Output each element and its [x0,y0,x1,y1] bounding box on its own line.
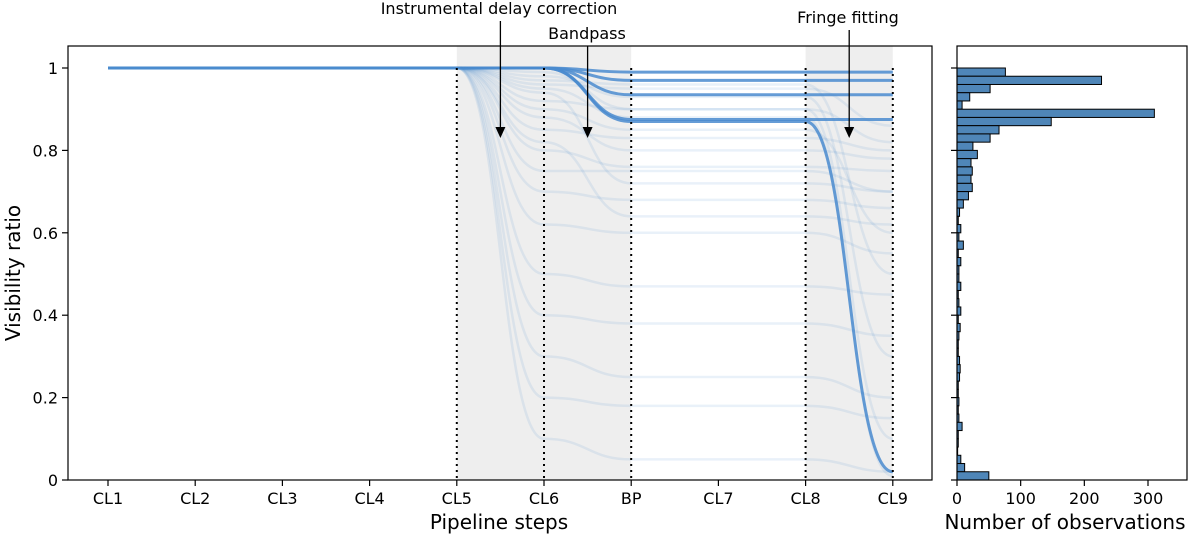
histogram-bar [956,108,1155,118]
histogram-bar [956,75,1103,85]
histogram-bar [956,149,978,160]
x-tick-label: CL3 [267,489,297,508]
hist-x-tick-label: 0 [952,489,962,508]
x-tick-label: CL8 [790,489,820,508]
hist-plot-frame [956,45,1188,481]
histogram-bar [956,191,969,201]
histogram-bar [956,141,974,151]
main-line-chart: CL1 CL2 CL3 CL4 CL5 CL6 BP CL7 CL8 CL9 0 0.2 0.4 0.6 0… [33,0,933,508]
series-line-faint-20 [108,66,893,226]
annotation-label: Instrumental delay correction [381,0,618,18]
x-tick-label: BP [621,489,642,508]
histogram-bar [956,174,972,184]
series-line-faint-16 [108,66,894,478]
series-line-faint-2 [108,66,893,144]
histogram-bar [956,182,973,193]
series-line-faint-5 [108,66,893,193]
shaded-region-0 [456,46,632,480]
annotation-arrow-head [844,127,855,139]
histogram-bar [956,83,991,94]
series-line-faint-7 [108,66,893,255]
histogram-bar [956,199,964,209]
y-tick-label: 0.8 [33,141,58,160]
series-line-faint-8 [108,66,893,296]
histogram-chart: 0 100 200 300 [951,45,1188,508]
histogram-bar [956,92,971,102]
histogram-bar [956,67,1006,77]
series-line-faint-15 [108,66,894,441]
hist-x-axis-label: Number of observations [944,510,1185,534]
histogram-bar [956,116,1052,127]
series-line-faint-11 [108,66,893,420]
annotation-arrow-head [495,127,506,139]
series-line-faint-10 [108,66,893,399]
histogram-bar [956,471,990,481]
hist-x-tick-label: 200 [1069,489,1100,508]
histogram-bar [956,421,963,432]
annotation-label: Fringe fitting [797,8,899,27]
histogram-bar [956,463,966,473]
histogram-bar [956,125,1000,135]
y-tick-label: 0.2 [33,389,58,408]
series-line-faint-9 [108,66,893,338]
series-line-faint-18 [108,66,893,160]
hist-x-tick-label: 300 [1133,489,1164,508]
histogram-bar [956,158,972,168]
series-line-faint-14 [108,66,894,358]
x-tick-label: CL2 [180,489,210,508]
x-tick-label: CL6 [529,489,559,508]
y-tick-label: 0 [48,471,58,490]
y-tick-label: 0.6 [33,224,58,243]
histogram-bar [956,133,991,143]
histogram-bar [956,100,963,110]
x-tick-label: CL5 [442,489,472,508]
x-tick-label: CL9 [878,489,908,508]
series-line-faint-13 [108,66,893,276]
annotation-arrow-head [582,127,593,139]
histogram-bar [956,166,973,176]
main-y-axis-label: Visibility ratio [1,205,25,341]
y-tick-label: 1 [48,59,58,78]
x-tick-label: CL7 [703,489,733,508]
x-tick-label: CL4 [354,489,384,508]
series-line-faint-19 [108,66,893,193]
y-tick-label: 0.4 [33,306,58,325]
series-line-faint-4 [108,66,893,173]
annotation-label: Bandpass [548,24,626,43]
series-line-faint-1 [108,66,893,127]
series-line-faint-12 [108,66,893,474]
histogram-bar [956,240,964,250]
series-line-faint-17 [108,66,893,235]
hist-x-tick-label: 100 [1005,489,1036,508]
x-tick-label: CL1 [93,489,123,508]
main-x-axis-label: Pipeline steps [430,510,568,534]
